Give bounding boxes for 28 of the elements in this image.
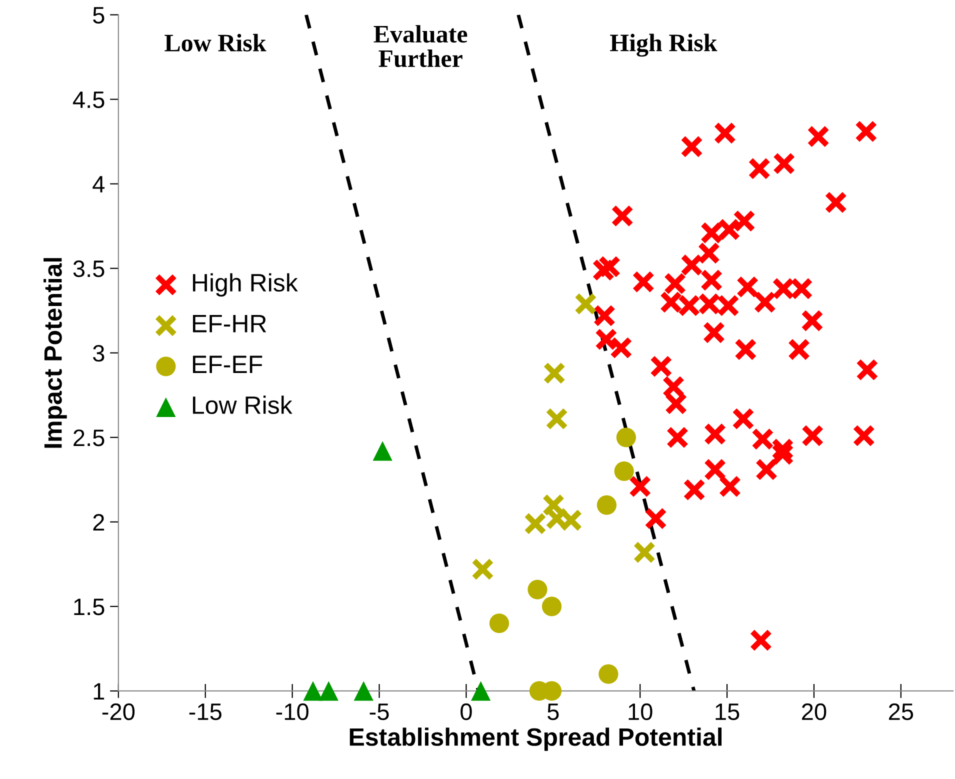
y-tick-label: 2.5 [74,429,104,446]
annotation: Evaluate Further [374,25,468,68]
y-tick-label: 4 [92,176,105,192]
legend-label: Low Risk [192,396,292,414]
x-tick-label: 5 [548,704,559,720]
y-tick-label: 3 [92,344,104,362]
y-tick-label: 2 [93,514,104,530]
x-tick-label: 20 [802,703,826,720]
legend-label: High Risk [192,273,298,297]
y-tick-label: 1 [94,683,104,700]
x-tick-label: 0 [460,703,472,720]
x-axis-title: Establishment Spread Potential [350,728,722,751]
x-tick-label: -10 [276,703,308,720]
x-tick-label: -15 [189,704,222,720]
y-tick-label: 5 [93,7,104,24]
legend-label: EF-HR [192,314,266,332]
x-tick-label: 15 [716,704,740,720]
y-tick-label: 1.5 [74,598,104,616]
y-axis-title: Impact Potential [44,258,67,448]
legend-label: EF-EF [192,356,262,373]
y-tick-label: 3.5 [73,260,104,278]
annotation: Low Risk [164,34,266,52]
y-tick-label: 4.5 [72,92,104,108]
x-tick-label: 25 [888,703,914,720]
x-tick-label: 10 [628,703,652,720]
x-tick-label: -5 [370,704,389,720]
annotation: High Risk [610,34,718,57]
x-tick-label: -20 [102,703,135,720]
